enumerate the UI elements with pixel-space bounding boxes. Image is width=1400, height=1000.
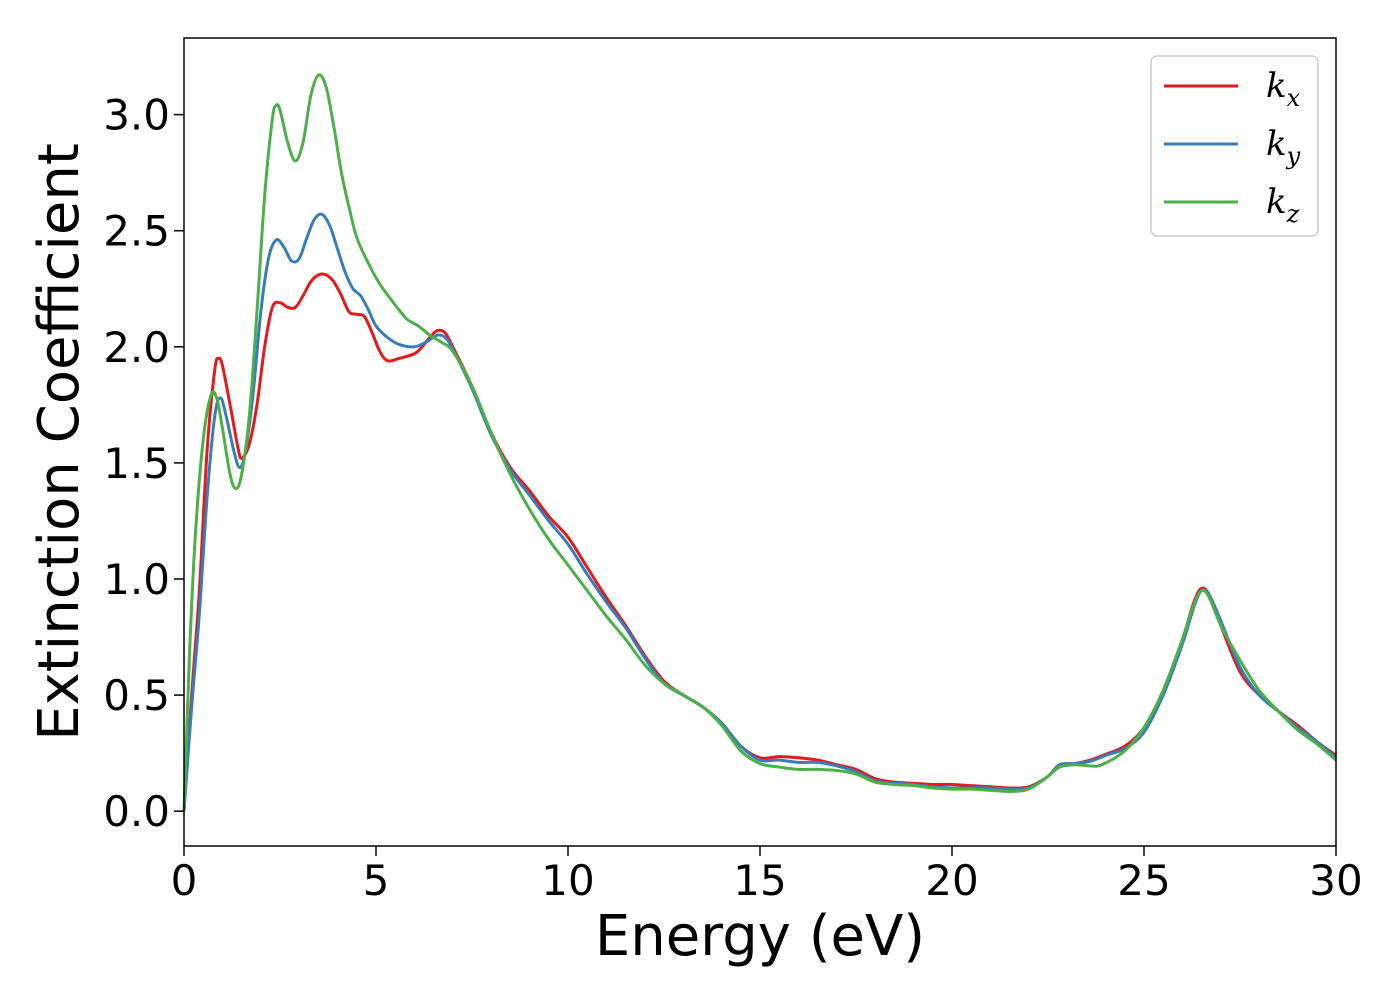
plot-lines: [182, 73, 1337, 812]
y-axis-label: Extinction Coefficient: [27, 143, 92, 741]
legend-label-subscript: x: [1287, 84, 1301, 112]
x-axis-label: Energy (eV): [595, 904, 925, 969]
legend-label-kx: kx: [1266, 66, 1301, 112]
x-tick-label: 20: [925, 856, 978, 905]
x-tick-label: 5: [363, 856, 390, 905]
legend-label-subscript: y: [1286, 142, 1301, 170]
x-tick-label: 15: [733, 856, 786, 905]
series-line-ky: [182, 212, 1337, 812]
legend-label-main: k: [1266, 182, 1287, 222]
x-tick-label: 0: [171, 856, 198, 905]
y-tick-label: 1.5: [103, 439, 170, 488]
y-tick-label: 2.5: [103, 207, 170, 256]
series-line-kz: [182, 73, 1337, 812]
y-tick-label: 0.0: [103, 787, 170, 836]
legend-label-kz: kz: [1266, 182, 1300, 228]
legend-label-ky: ky: [1266, 124, 1301, 170]
x-tick-label: 30: [1309, 856, 1362, 905]
legend-label-main: k: [1266, 124, 1287, 164]
y-tick-label: 1.0: [103, 555, 170, 604]
x-ticks: 0 5 10 15 20 25 30: [171, 846, 1363, 905]
legend-label-main: k: [1266, 66, 1287, 106]
y-tick-label: 2.0: [103, 323, 170, 372]
y-tick-label: 0.5: [103, 671, 170, 720]
y-ticks: 0.0 0.5 1.0 1.5 2.0 2.5 3.0: [103, 91, 184, 836]
x-tick-label: 10: [541, 856, 594, 905]
y-tick-label: 3.0: [103, 91, 170, 140]
legend-label-subscript: z: [1286, 200, 1300, 228]
legend-box: [1150, 55, 1319, 237]
x-tick-label: 25: [1117, 856, 1170, 905]
